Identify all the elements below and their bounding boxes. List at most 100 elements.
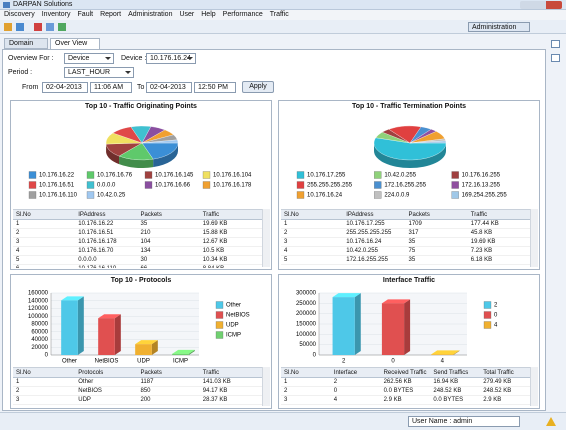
select[interactable]: 10.176.16.24 [146,53,196,64]
app-icon [3,2,10,8]
label: Device : [121,55,147,62]
table-cell: 10.176.16.51 [75,228,138,238]
table-row[interactable]: 1 Other 1187 141.03 KB [13,377,262,387]
menu-item[interactable]: Administration [128,11,173,18]
table-cell: 248.52 KB [480,386,530,396]
menu-item[interactable]: User [179,11,195,18]
select[interactable]: LAST_HOUR [64,67,134,78]
menu-item[interactable]: Discovery [4,11,35,18]
column-header[interactable]: Traffic [199,368,262,378]
view-icon[interactable] [551,54,560,62]
status-bar: User Name : admin [0,412,566,430]
table-row[interactable]: 2 NetBIOS 850 94.17 KB [13,386,262,396]
table-cell: 10.176.16.24 [343,237,406,247]
column-header[interactable]: Protocols [75,368,138,378]
pie-side [153,143,178,168]
table-row[interactable]: 4 10.42.0.255 75 7.23 KB [281,246,530,256]
table-wrap: Sl.No IPAddress Packets Traffic 1 10.176.16.2… [13,209,262,268]
toolbar-icon[interactable] [58,23,66,31]
scrollbar[interactable] [262,367,270,406]
table-cell: 1 [281,219,344,229]
table-row[interactable]: 4 10.176.16.70 134 10.5 KB [13,246,262,256]
table-row[interactable]: 3 4 2.9 KB 0.0 BYTES 2.9 KB [281,395,530,405]
view-icon[interactable] [551,40,560,48]
menu-item[interactable]: Fault [77,11,94,18]
table-cell: 10.176.17.255 [343,219,406,229]
tab-active[interactable]: Over View [50,38,100,49]
toolbar-icon[interactable] [4,23,12,31]
column-header[interactable]: Packets [405,210,468,220]
table-row[interactable]: 3 10.176.16.24 35 19.69 KB [281,237,530,247]
y-tick-label: 100000 [28,314,49,320]
column-header[interactable]: Interface [330,368,381,378]
column-header[interactable]: Sl.No [281,368,331,378]
legend-swatch [202,171,211,179]
select[interactable]: Device [64,53,114,64]
column-header[interactable]: Send Traffics [430,368,481,378]
perspective-button[interactable]: Administration [468,22,530,32]
table-row[interactable]: 3 UDP 200 28.37 KB [13,395,262,405]
menu-item[interactable]: Inventory [41,11,71,18]
apply-button[interactable]: Apply [242,81,274,93]
legend-label: 4 [494,323,498,329]
table-row[interactable]: 1 2 262.56 KB 16.94 KB 279.49 KB [281,377,530,387]
warning-icon[interactable] [546,417,556,426]
bar-top [98,314,121,319]
legend-swatch [296,171,305,179]
window-buttons[interactable] [520,1,562,9]
table-row[interactable]: 2 255.255.255.255 317 45.8 KB [281,228,530,238]
table-row[interactable]: 2 10.176.16.51 210 15.88 KB [13,228,262,238]
scrollbar[interactable] [530,367,538,406]
bar [135,344,152,355]
menu-item[interactable]: Traffic [269,11,289,18]
column-header[interactable]: Sl.No [13,368,76,378]
column-header[interactable]: Packets [137,210,200,220]
legend-label: 10.176.16.51 [39,183,75,189]
column-header[interactable]: Sl.No [13,210,76,220]
column-header[interactable]: Received Traffic [380,368,431,378]
scrollbar[interactable] [262,209,270,267]
table-cell: 317 [405,228,468,238]
tab[interactable]: Domain [4,38,48,49]
time-input[interactable]: 11:06 AM [90,82,132,93]
time-input[interactable]: 12:50 PM [194,82,236,93]
toolbar-icon[interactable] [16,23,24,31]
legend-swatch [28,181,37,189]
menu-item[interactable]: Help [201,11,216,18]
table-cell: 3 [281,237,344,247]
date-input[interactable]: 02-04-2013 [146,82,192,93]
toolbar-icon[interactable] [34,23,42,31]
table-cell: UDP [75,395,138,405]
table-cell: 1 [13,219,76,229]
column-header[interactable]: Traffic [199,210,262,220]
column-header[interactable]: IPAddress [343,210,406,220]
column-header[interactable]: Packets [137,368,200,378]
legend-swatch [374,181,382,189]
table-cell: 4 [281,246,344,256]
panel-title: Interface Traffic [382,277,436,284]
column-header[interactable]: Sl.No [281,210,344,220]
column-header[interactable]: Total Traffic [480,368,530,378]
column-header[interactable]: IPAddress [75,210,138,220]
table-row[interactable]: 1 10.176.17.255 1709 177.44 KB [281,219,530,229]
table-row[interactable]: 3 10.176.16.178 104 12.67 KB [13,237,262,247]
legend-swatch [374,171,382,179]
x-tick-label: 0 [391,359,395,365]
table-row[interactable]: 1 10.176.16.22 35 19.69 KB [13,219,262,229]
table-cell: 0.0.0.0 [75,255,138,265]
table-row[interactable]: 610.176.16.110668.84 KB [13,264,262,268]
table-row[interactable]: 5 0.0.0.0 30 10.34 KB [13,255,262,265]
toolbar-icon[interactable] [46,23,54,31]
date-input[interactable]: 02-04-2013 [42,82,88,93]
column-header[interactable]: Traffic [467,210,530,220]
menu-item[interactable]: Report [100,11,122,18]
bar-top [332,293,361,298]
pie-side [374,143,446,168]
scrollbar[interactable] [530,209,538,267]
table-row[interactable]: 2 0 0.0 BYTES 248.52 KB 248.52 KB [281,386,530,396]
legend-swatch [28,171,37,179]
pie-slice [409,140,447,144]
menu-item[interactable]: Performance [222,11,263,18]
table-row[interactable]: 5 172.16.255.255 35 6.18 KB [281,255,530,265]
legend-label: 255.255.255.255 [307,183,353,189]
